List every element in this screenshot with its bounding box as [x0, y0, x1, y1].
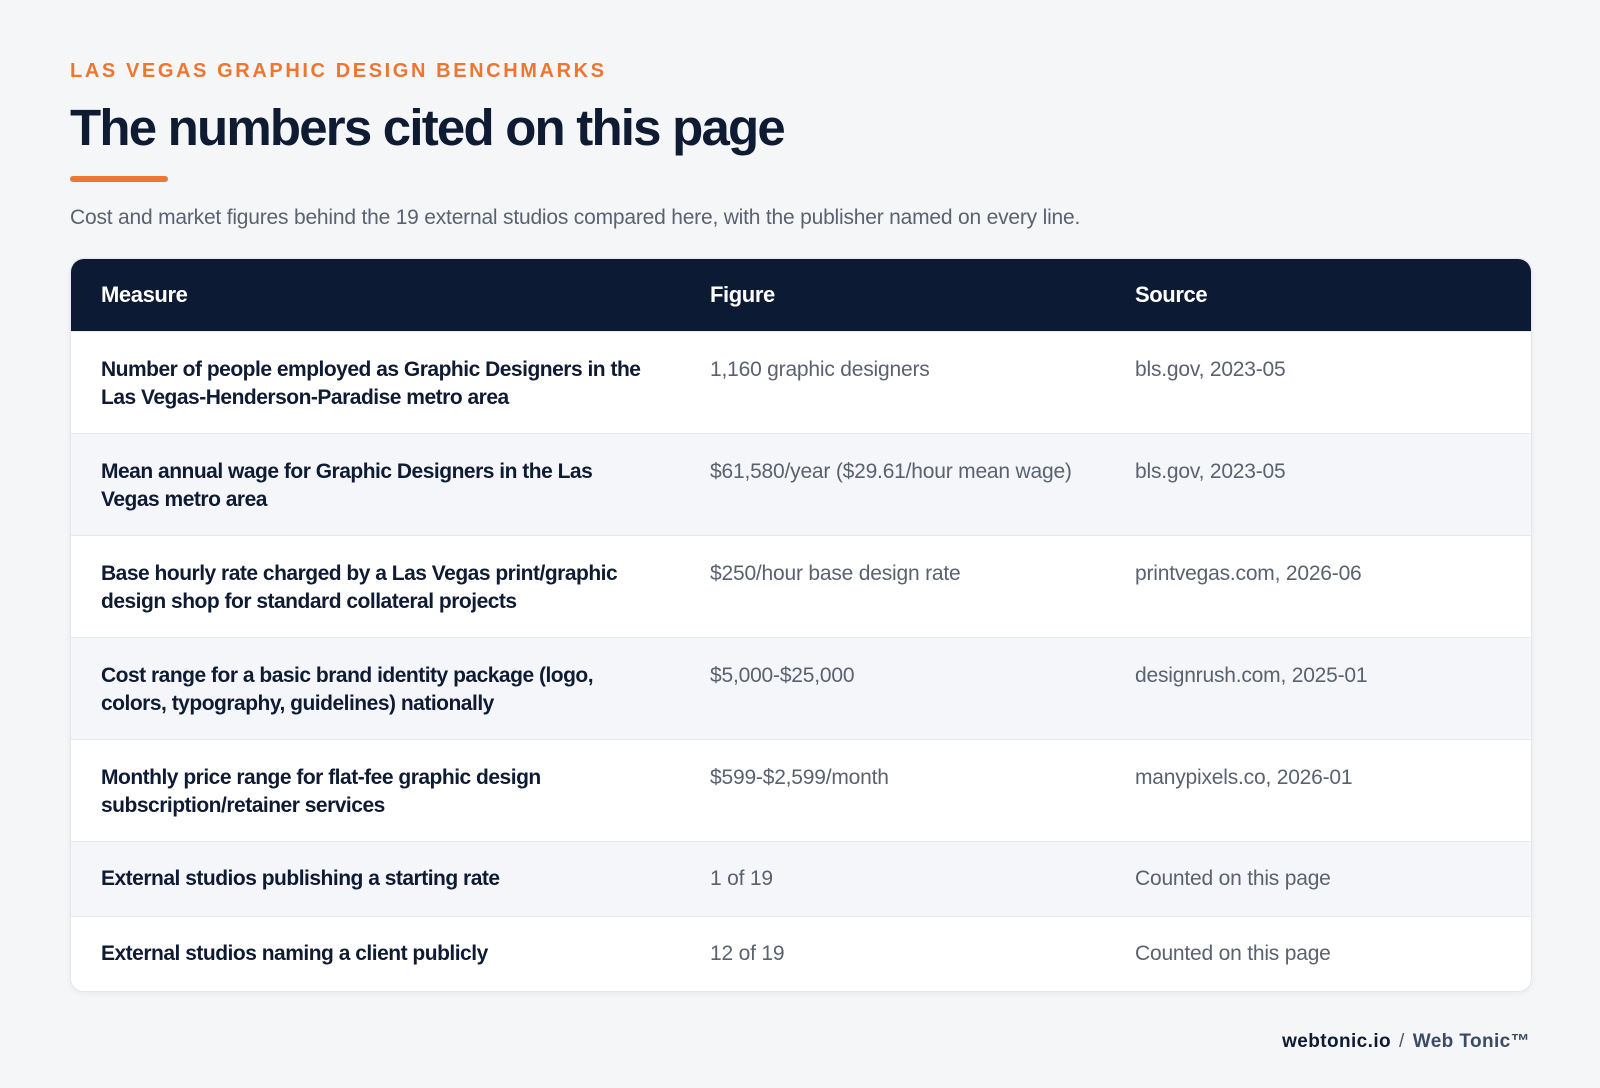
measure-cell: Number of people employed as Graphic Des… [101, 357, 641, 409]
measure-cell: External studios publishing a starting r… [101, 866, 500, 890]
title-accent-bar [70, 176, 168, 182]
column-header-figure: Figure [710, 281, 775, 307]
measure-cell: External studios naming a client publicl… [101, 941, 488, 965]
figure-cell: 12 of 19 [710, 941, 785, 965]
table-row: Mean annual wage for Graphic Designers i… [71, 433, 1531, 535]
table-header-row: Measure Figure Source [71, 259, 1531, 331]
source-cell: designrush.com, 2025-01 [1135, 663, 1368, 687]
benchmarks-table-card: Measure Figure Source Number of people e… [70, 258, 1532, 992]
page-subtitle: Cost and market figures behind the 19 ex… [70, 206, 1081, 229]
source-cell: manypixels.co, 2026-01 [1135, 765, 1353, 789]
figure-cell: 1,160 graphic designers [710, 357, 930, 381]
footer-credit: webtonic.io / Web Tonic™ [1282, 1031, 1530, 1053]
footer-domain: webtonic.io [1282, 1031, 1392, 1052]
table-row: External studios publishing a starting r… [71, 841, 1531, 916]
table-row: Base hourly rate charged by a Las Vegas … [71, 535, 1531, 637]
figure-cell: $599-$2,599/month [710, 765, 889, 789]
measure-cell: Cost range for a basic brand identity pa… [101, 663, 594, 715]
measure-cell: Mean annual wage for Graphic Designers i… [101, 459, 593, 511]
figure-cell: 1 of 19 [710, 866, 773, 890]
footer-separator: / [1399, 1031, 1405, 1052]
figure-cell: $5,000-$25,000 [710, 663, 855, 687]
table-row: Number of people employed as Graphic Des… [71, 331, 1531, 433]
source-cell: Counted on this page [1135, 866, 1331, 890]
column-header-source: Source [1135, 281, 1208, 307]
figure-cell: $61,580/year ($29.61/hour mean wage) [710, 459, 1072, 483]
source-cell: Counted on this page [1135, 941, 1331, 965]
footer-brand: Web Tonic™ [1412, 1031, 1530, 1052]
page-title: The numbers cited on this page [70, 99, 786, 156]
benchmarks-table: Measure Figure Source Number of people e… [71, 259, 1531, 991]
table-row: Monthly price range for flat-fee graphic… [71, 739, 1531, 841]
source-cell: bls.gov, 2023-05 [1135, 357, 1286, 381]
table-row: External studios naming a client publicl… [71, 916, 1531, 991]
table-row: Cost range for a basic brand identity pa… [71, 637, 1531, 739]
source-cell: bls.gov, 2023-05 [1135, 459, 1286, 483]
column-header-measure: Measure [101, 281, 188, 307]
eyebrow-label: LAS VEGAS GRAPHIC DESIGN BENCHMARKS [70, 60, 607, 82]
measure-cell: Base hourly rate charged by a Las Vegas … [101, 561, 618, 613]
source-cell: printvegas.com, 2026-06 [1135, 561, 1362, 585]
measure-cell: Monthly price range for flat-fee graphic… [101, 765, 541, 817]
figure-cell: $250/hour base design rate [710, 561, 961, 585]
